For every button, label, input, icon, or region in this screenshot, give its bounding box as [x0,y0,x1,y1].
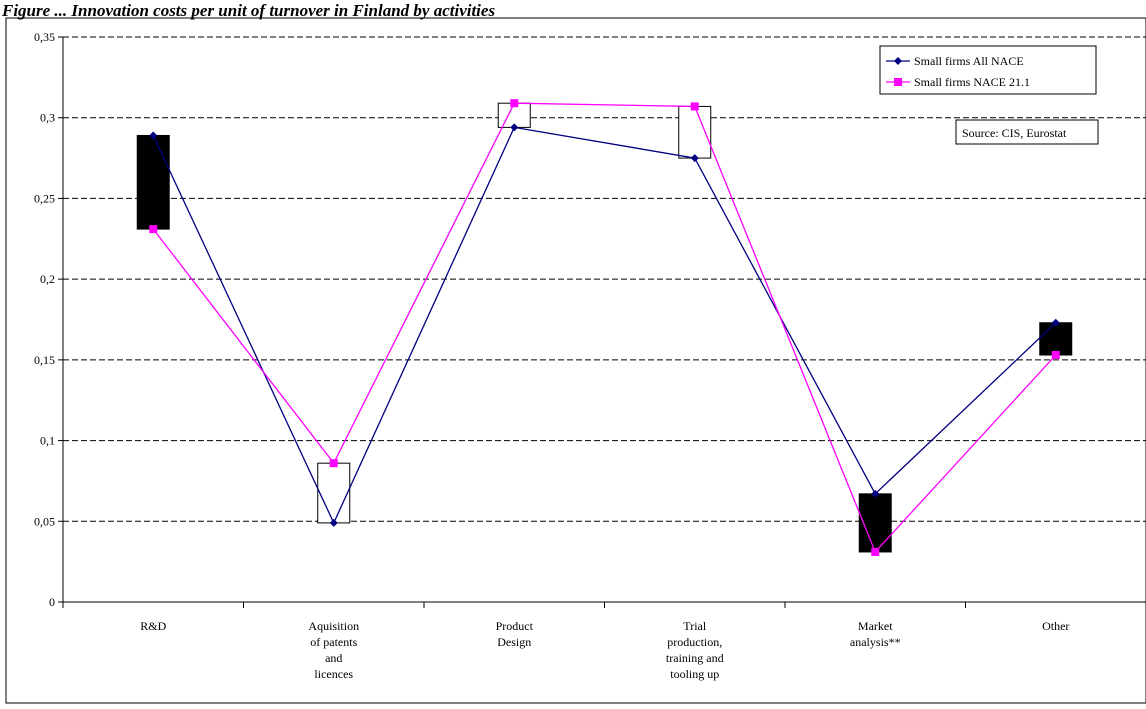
down-bar [136,134,170,230]
grid-lines [63,36,1146,522]
y-tick-label: 0,15 [34,353,55,367]
data-point-diamond [1051,318,1060,327]
source-note: Source: CIS, Eurostat [955,119,1099,145]
data-point-diamond [871,489,880,498]
up-bar [317,462,351,524]
data-point-square [510,99,519,108]
data-point-square [690,102,699,111]
x-tick-label: Other [1042,619,1069,633]
data-point-square [1051,351,1060,360]
y-tick-label: 0,2 [40,272,55,286]
x-tick-label: Aquisition of patents and licences [308,619,359,681]
down-bar [1039,322,1073,356]
data-point-diamond [329,518,338,527]
series-line [152,102,1057,554]
legend-marker-square [894,78,902,86]
y-tick-label: 0,25 [34,191,55,205]
legend-label: Small firms NACE 21.1 [914,75,1030,89]
data-point-diamond [149,131,158,140]
legend-marker-diamond [894,57,902,65]
up-bar [678,105,712,159]
data-point-diamond [690,154,699,163]
chart-frame [5,17,1146,704]
series-lines [149,99,1060,556]
data-point-square [871,547,880,556]
data-point-square [329,459,338,468]
y-tick-label: 0,1 [40,434,55,448]
axes: 0 0,05 0,1 0,15 0,2 0,25 0,3 0,35 R&D Aquisition o… [34,30,1146,681]
y-tick-label: 0,35 [34,30,55,44]
x-tick-label: R&D [140,619,166,633]
y-tick-label: 0,05 [34,514,55,528]
legend-box [879,45,1097,95]
legend-label: Small firms All NACE [914,54,1024,68]
data-point-square [149,225,158,234]
chart-caption: Figure ... Innovation costs per unit of … [1,1,495,20]
y-tick-label: 0 [49,595,55,609]
source-box [955,119,1099,145]
updown-bars [136,102,1073,553]
source-text: Source: CIS, Eurostat [962,126,1067,140]
data-point-diamond [510,123,519,132]
x-tick-label: Trial production, training and tooling up [666,619,724,681]
x-tick-label: Market analysis** [850,619,901,649]
x-tick-label: Product Design [496,619,534,649]
series-line [152,126,1057,525]
down-bar [858,493,892,553]
y-tick-label: 0,3 [40,111,55,125]
legend: Small firms All NACE Small firms NACE 21.… [879,45,1097,95]
